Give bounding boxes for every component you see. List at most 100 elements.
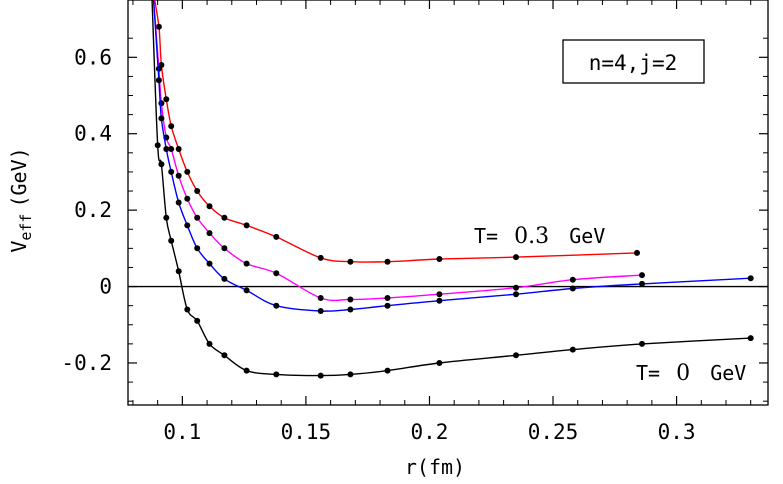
annotation-zero-temperature: T= 0 GeV [636, 361, 746, 386]
data-point [639, 280, 645, 287]
data-point [221, 352, 228, 359]
data-point [273, 270, 280, 277]
data-point [175, 199, 182, 206]
data-point [273, 302, 280, 309]
annotation-high-temperature: T= 0.3 GeV [474, 224, 605, 249]
data-point [206, 340, 213, 347]
data-point [513, 284, 519, 291]
data-point [273, 233, 280, 240]
data-point [194, 317, 201, 324]
y-tick-label: -0.2 [61, 351, 112, 375]
data-point [317, 295, 324, 301]
series-1 [152, 0, 645, 303]
series-line [153, 0, 638, 263]
data-point [184, 222, 191, 229]
data-point [384, 258, 391, 265]
series-0 [153, 0, 640, 265]
y-axis-ticks: -0.2 0 0.2 0.4 0.6 [61, 37, 768, 402]
data-point [194, 214, 201, 221]
y-axis-label-main: V [7, 241, 31, 253]
data-point [221, 245, 228, 252]
data-point [243, 287, 250, 294]
y-tick-label: 0.2 [74, 198, 112, 222]
x-tick-label: 0.1 [163, 420, 201, 444]
data-point [175, 146, 182, 152]
data-point [436, 360, 443, 366]
data-point [273, 371, 280, 378]
series-2 [152, 0, 754, 314]
data-point [154, 142, 161, 149]
data-point [155, 77, 162, 84]
data-point [158, 161, 165, 168]
data-point [317, 254, 324, 261]
data-point [569, 276, 576, 283]
data-point [569, 285, 576, 292]
data-point [747, 335, 754, 342]
data-point [175, 268, 182, 275]
y-axis-label: Veff (GeV) [7, 147, 35, 252]
data-point [436, 256, 443, 262]
data-point [634, 249, 640, 256]
data-point [317, 308, 324, 314]
data-point [347, 371, 354, 378]
x-tick-label: 0.15 [281, 420, 332, 444]
x-axis-ticks: 0.1 0.15 0.2 0.25 0.3 [132, 0, 752, 444]
data-point [184, 168, 191, 175]
data-point [206, 260, 213, 267]
data-point [221, 275, 228, 282]
annotation-zero-prefix: T= [636, 361, 660, 385]
data-point [206, 203, 213, 210]
y-axis-label-unit: (GeV) [7, 147, 31, 207]
data-point [243, 260, 250, 267]
series-layer [151, 0, 754, 379]
data-point [168, 237, 175, 244]
data-point [639, 340, 645, 347]
data-point [175, 172, 182, 179]
data-point [243, 222, 250, 229]
data-point [747, 275, 754, 282]
data-point [168, 168, 175, 175]
data-point [194, 245, 201, 252]
x-axis-label: r(fm) [405, 455, 465, 479]
legend-box-frame [562, 39, 705, 84]
data-point [384, 367, 391, 374]
data-point [384, 302, 391, 309]
data-point [436, 297, 443, 304]
data-point [243, 367, 250, 374]
data-point [347, 306, 354, 313]
y-tick-label: 0 [99, 275, 112, 299]
y-tick-label: 0.6 [74, 45, 112, 69]
data-point [513, 254, 519, 261]
data-point [317, 372, 324, 379]
data-point [221, 214, 228, 221]
data-point [168, 123, 175, 130]
plot-frame [127, 0, 769, 406]
data-point [155, 23, 162, 30]
data-point [158, 115, 165, 122]
data-point [436, 291, 443, 298]
series-3 [151, 0, 754, 379]
data-point [347, 296, 354, 303]
data-point [168, 146, 175, 152]
x-tick-label: 0.25 [528, 420, 579, 444]
annotation-zero-unit: GeV [710, 361, 746, 385]
legend-box: n=4,j=2 [562, 39, 705, 84]
data-point [163, 96, 170, 103]
x-tick-label: 0.3 [658, 420, 696, 444]
data-point [158, 100, 165, 107]
data-point [163, 146, 170, 152]
data-point [206, 230, 213, 237]
annotation-high-value: 0.3 [514, 224, 549, 249]
y-tick-label: 0.4 [74, 122, 112, 146]
data-point [194, 188, 201, 194]
legend-box-text: n=4,j=2 [589, 51, 678, 75]
data-point [347, 258, 354, 265]
x-tick-label: 0.2 [410, 420, 448, 444]
annotation-zero-value: 0 [676, 361, 690, 386]
annotation-high-prefix: T= [474, 224, 498, 248]
data-point [513, 291, 519, 298]
data-point [163, 214, 170, 221]
data-point [184, 195, 191, 202]
y-axis-label-sub: eff [17, 214, 35, 241]
